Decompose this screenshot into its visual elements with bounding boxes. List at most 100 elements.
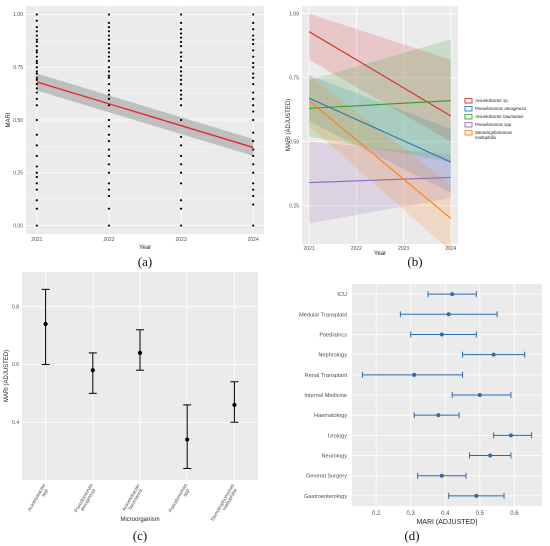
data-point	[35, 97, 38, 100]
data-point	[35, 76, 38, 79]
panel-c-ylabel: MARI (ADJUSTED)	[4, 350, 10, 402]
legend-key	[464, 130, 473, 136]
data-point	[35, 19, 38, 22]
data-point	[179, 70, 183, 73]
data-point	[252, 110, 255, 113]
data-point	[107, 26, 111, 29]
data-point	[107, 224, 111, 227]
x-tick-label: 0.6	[510, 511, 519, 517]
data-point	[35, 59, 38, 62]
x-tick-label: 2022	[351, 246, 362, 252]
data-point	[252, 66, 255, 69]
data-point	[107, 42, 111, 46]
legend-label: Pseudomonas aeruginosa	[475, 106, 527, 111]
data-point	[252, 72, 255, 75]
data-point	[252, 131, 255, 134]
panel-a: 0.00 0.25 0.50 0.75 1.00 2021 2022 2023 2024	[13, 6, 264, 243]
x-tick-label: 0.2	[372, 511, 381, 517]
y-tick-label: 1.00	[289, 11, 299, 17]
series-band	[309, 141, 451, 224]
data-point	[252, 118, 255, 122]
y-tick-label: Nephrology	[318, 353, 347, 359]
data-point	[107, 171, 111, 174]
data-point	[107, 70, 111, 73]
data-point	[107, 13, 111, 16]
data-point	[35, 171, 38, 174]
data-point	[179, 154, 183, 157]
regression-line	[36, 81, 254, 149]
data-point	[35, 40, 38, 43]
legend-key	[464, 106, 473, 112]
series-band	[309, 75, 451, 193]
x-tick-label: 0.3	[407, 511, 416, 517]
y-tick-label: Neurology	[322, 454, 348, 460]
y-tick-label: Haematology	[314, 413, 347, 419]
data-point	[252, 61, 255, 65]
y-tick-label: 1.00	[13, 12, 23, 18]
panel-a-xlabel: Year	[139, 245, 151, 251]
data-point	[35, 61, 38, 65]
y-tick-label: 0.25	[289, 203, 299, 209]
data-point	[35, 87, 38, 90]
data-point	[179, 51, 183, 54]
series-band	[309, 39, 451, 163]
panel-b-caption: (b)	[407, 254, 422, 269]
data-point	[35, 49, 38, 52]
series-line	[308, 100, 452, 219]
data-point	[107, 140, 111, 143]
series-line	[308, 97, 452, 163]
data-point	[179, 118, 183, 122]
data-point	[107, 30, 111, 33]
y-tick-label: 0.6	[12, 362, 19, 368]
x-tick-label: 2023	[175, 237, 186, 243]
data-point	[252, 171, 255, 174]
panel-b-ylabel: MARI (ADJUSTED)	[286, 99, 292, 151]
x-tick-label: spp	[41, 488, 50, 498]
data-point	[252, 42, 255, 46]
data-point	[107, 154, 111, 157]
data-point	[179, 45, 183, 48]
data-point	[179, 207, 183, 210]
data-point	[179, 182, 183, 185]
x-tick-label: 2021	[304, 246, 315, 252]
y-tick-label: General Surgery	[306, 474, 347, 480]
panel-d-caption: (d)	[404, 528, 419, 543]
data-point	[252, 154, 255, 157]
y-tick-label: Paediatrics	[319, 332, 347, 338]
data-point	[252, 91, 255, 94]
estimate-point	[450, 292, 455, 297]
y-tick-label: Medular Transplant	[299, 312, 347, 318]
data-point	[35, 55, 38, 58]
data-point	[179, 32, 183, 35]
data-point	[179, 199, 183, 202]
data-point	[252, 34, 255, 37]
data-point	[252, 148, 255, 151]
panel-a-caption: (a)	[138, 254, 152, 269]
data-point	[35, 133, 38, 136]
data-point	[179, 171, 183, 174]
estimate-point	[491, 352, 496, 357]
x-tick-label: 2021	[31, 237, 42, 243]
data-point	[179, 74, 183, 77]
estimate-point	[90, 368, 95, 373]
x-tick-label: 0.5	[476, 511, 485, 517]
data-point	[35, 91, 38, 94]
x-tick-label: spp	[182, 488, 191, 498]
data-point	[179, 40, 183, 43]
data-point	[35, 26, 38, 29]
legend-label: Stenotrophomonas	[475, 130, 513, 135]
data-point	[107, 118, 111, 122]
data-point	[107, 59, 111, 62]
data-point	[107, 66, 111, 69]
data-point	[107, 55, 111, 58]
legend-label: maltophilia	[475, 135, 497, 140]
data-point	[107, 194, 111, 198]
data-point	[107, 47, 111, 50]
data-point	[35, 118, 38, 122]
y-tick-label: 0.50	[13, 118, 23, 124]
data-point	[107, 34, 111, 37]
panel-d-xlabel: MARI (ADJUSTED)	[416, 519, 477, 526]
y-tick-label: 0.75	[13, 65, 23, 71]
series-band	[309, 75, 451, 252]
